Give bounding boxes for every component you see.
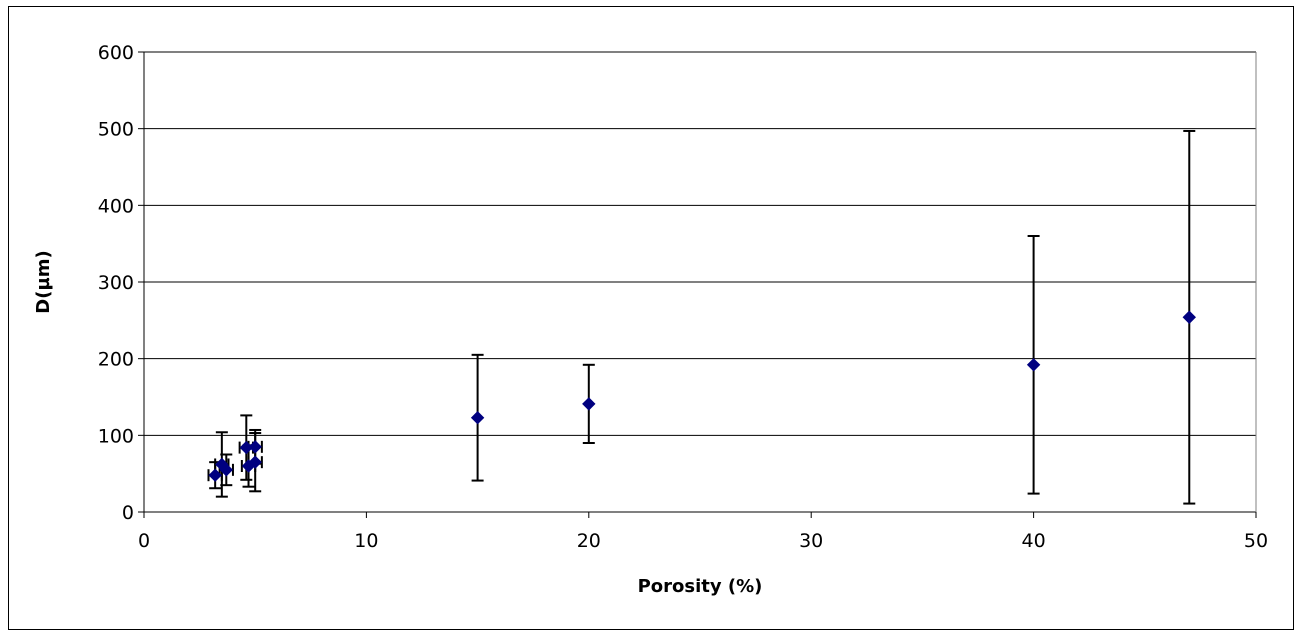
tick-labels: 0 100 200 300 400 500 600 0 10 20 30 40 50	[98, 42, 1268, 552]
x-axis-title: Porosity (%)	[638, 576, 763, 597]
y-tick-label: 400	[98, 195, 134, 217]
gridlines	[144, 51, 1256, 436]
y-tick-label: 200	[98, 349, 134, 371]
error-bars	[207, 129, 1196, 505]
data-points	[208, 310, 1196, 482]
data-point	[208, 468, 222, 482]
y-tick-label: 0	[122, 502, 134, 524]
scatter-chart: 0 100 200 300 400 500 600 0 10 20 30 40 50 Porosity …	[33, 42, 1268, 597]
y-tick-label: 300	[98, 272, 134, 294]
data-point	[248, 455, 262, 469]
y-tick-label: 100	[98, 425, 134, 447]
data-point	[470, 410, 485, 425]
x-tick-label: 30	[799, 530, 823, 552]
data-point	[219, 463, 233, 477]
x-tick-label: 50	[1244, 530, 1268, 552]
data-point	[1182, 310, 1196, 324]
y-axis-title: D(µm)	[33, 250, 54, 313]
data-point	[1026, 358, 1041, 372]
data-point	[582, 397, 596, 411]
y-tick-label: 500	[98, 119, 134, 141]
x-tick-label: 40	[1022, 530, 1046, 552]
x-tick-label: 20	[577, 530, 601, 552]
x-tick-label: 10	[354, 530, 378, 552]
y-tick-label: 600	[98, 42, 134, 64]
axes	[138, 51, 1257, 518]
data-point	[248, 440, 262, 454]
chart-frame: 0 100 200 300 400 500 600 0 10 20 30 40 50 Porosity …	[8, 6, 1294, 630]
x-tick-label: 0	[138, 530, 150, 552]
